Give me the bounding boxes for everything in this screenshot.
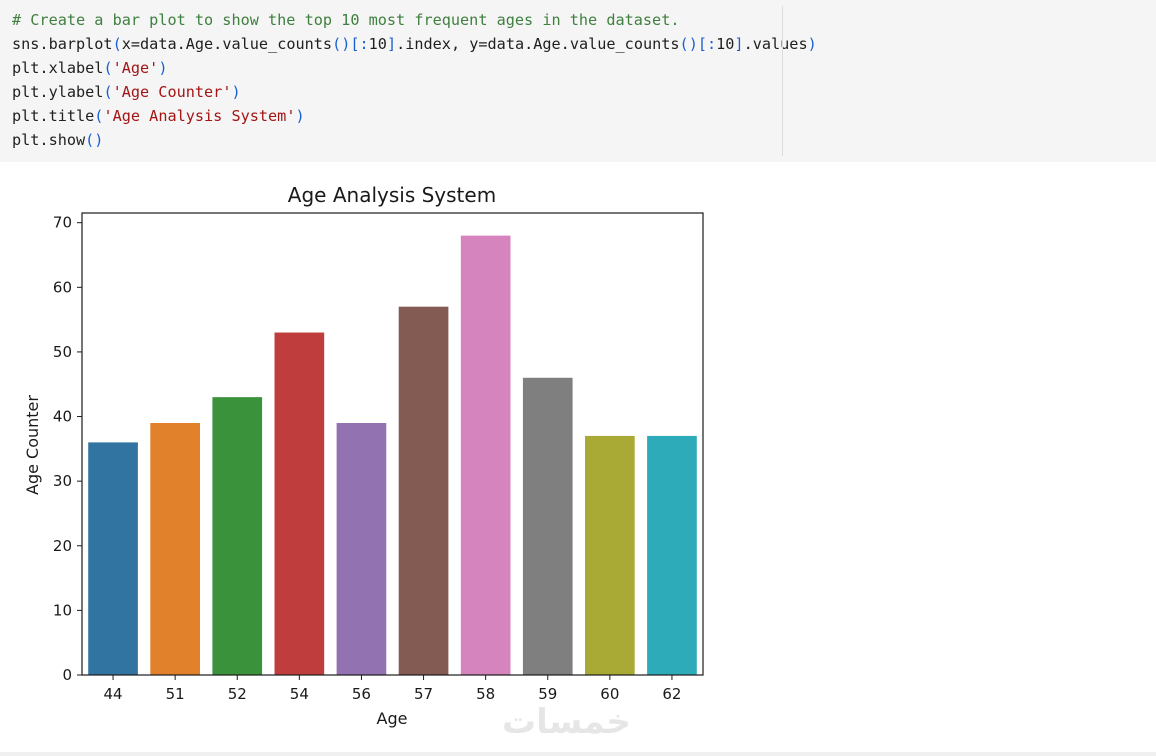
code-token-paren: () — [85, 131, 104, 149]
bar-chart: Age Analysis System Age Counter Age 0 10 2… — [23, 183, 704, 728]
code-editor[interactable]: # Create a bar plot to show the top 10 m… — [12, 8, 817, 152]
bar-62 — [647, 435, 697, 675]
y-tick-label: 50 — [53, 343, 72, 361]
plot-frame — [81, 212, 704, 676]
code-cell-divider — [782, 6, 783, 156]
code-token-plain: 10 — [368, 35, 387, 53]
x-axis-ticks: 44 51 52 54 56 57 58 59 60 62 — [104, 675, 681, 703]
bar-52 — [212, 397, 263, 675]
code-token-plain: x=data.Age.value_counts — [121, 35, 333, 53]
bar-56 — [336, 423, 387, 675]
code-line: sns.barplot(x=data.Age.value_counts()[:1… — [12, 32, 817, 56]
watermark-logo: خمسات — [502, 702, 631, 742]
bar-58 — [460, 235, 511, 675]
code-token-paren: ( — [103, 83, 113, 101]
code-token-plain: .values — [743, 35, 808, 53]
y-tick-label: 60 — [53, 278, 72, 296]
code-token-paren: ( — [112, 35, 122, 53]
code-token-paren: ] — [734, 35, 744, 53]
x-tick-label: 56 — [352, 685, 371, 703]
code-line: plt.ylabel('Age Counter') — [12, 80, 817, 104]
bar-51 — [150, 423, 200, 675]
chart-title: Age Analysis System — [288, 183, 496, 207]
code-token-plain: plt.show — [12, 131, 86, 149]
code-line: plt.xlabel('Age') — [12, 56, 817, 80]
code-token-paren: ( — [103, 59, 113, 77]
bar-44 — [88, 442, 138, 675]
code-token-string: 'Age' — [112, 59, 159, 77]
code-token-paren: ) — [807, 35, 817, 53]
code-token-paren: ()[: — [679, 35, 717, 53]
x-tick-label: 44 — [104, 685, 123, 703]
bottom-divider — [0, 752, 1156, 756]
code-token-plain: plt.ylabel — [12, 83, 104, 101]
bar-60 — [585, 435, 635, 675]
x-tick-label: 51 — [166, 685, 185, 703]
x-tick-label: 57 — [414, 685, 433, 703]
code-token-plain: 10 — [716, 35, 735, 53]
code-cell[interactable]: # Create a bar plot to show the top 10 m… — [0, 0, 1156, 162]
code-token-plain: .index, y=data.Age.value_counts — [396, 35, 680, 53]
code-token-paren: ) — [158, 59, 168, 77]
y-tick-label: 70 — [53, 214, 72, 232]
code-token-paren: ] — [386, 35, 397, 53]
code-token-string: 'Age Counter' — [112, 83, 232, 101]
code-token-plain: sns.barplot — [12, 35, 113, 53]
x-tick-label: 54 — [290, 685, 309, 703]
code-line: plt.title('Age Analysis System') — [12, 104, 817, 128]
y-tick-label: 0 — [62, 666, 72, 684]
x-tick-label: 58 — [476, 685, 495, 703]
code-token-plain: plt.xlabel — [12, 59, 104, 77]
code-token-comment: # Create a bar plot to show the top 10 m… — [12, 11, 680, 29]
code-token-paren: ) — [295, 107, 305, 125]
y-axis-label: Age Counter — [23, 395, 42, 495]
code-token-string: 'Age Analysis System' — [103, 107, 296, 125]
code-token-paren: ) — [231, 83, 241, 101]
code-line: plt.show() — [12, 128, 817, 152]
bar-57 — [398, 306, 449, 675]
y-tick-label: 10 — [53, 601, 72, 619]
bars-group — [88, 235, 697, 675]
y-axis-ticks: 0 10 20 30 40 50 60 70 — [53, 214, 82, 684]
x-tick-label: 59 — [538, 685, 557, 703]
y-tick-label: 30 — [53, 472, 72, 490]
y-tick-label: 40 — [53, 408, 72, 426]
code-token-paren: ( — [94, 107, 104, 125]
bar-59 — [522, 377, 573, 675]
code-token-paren: ()[: — [332, 35, 369, 53]
code-line: # Create a bar plot to show the top 10 m… — [12, 8, 817, 32]
y-tick-label: 20 — [53, 537, 72, 555]
bar-54 — [274, 332, 325, 675]
x-axis-label: Age — [377, 709, 408, 728]
x-tick-label: 60 — [600, 685, 619, 703]
code-token-plain: plt.title — [12, 107, 95, 125]
x-tick-label: 52 — [228, 685, 247, 703]
x-tick-label: 62 — [662, 685, 681, 703]
